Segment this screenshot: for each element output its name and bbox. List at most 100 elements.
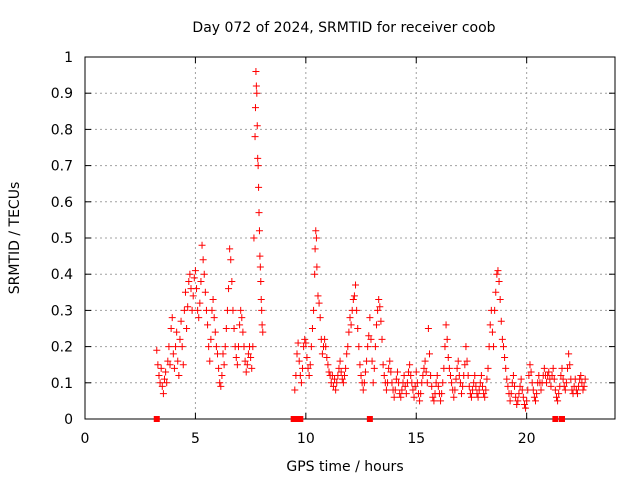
data-point: [312, 227, 320, 235]
chart-title: Day 072 of 2024, SRMTID for receiver coo…: [192, 20, 495, 36]
data-point: [166, 361, 174, 369]
data-point: [400, 372, 408, 380]
data-point: [256, 263, 264, 271]
data-point: [423, 379, 431, 387]
data-point: [256, 252, 264, 260]
data-point: [201, 288, 209, 296]
data-point: [230, 325, 238, 332]
data-point: [506, 397, 514, 405]
data-point: [318, 350, 326, 358]
data-point: [396, 390, 404, 398]
data-point: [311, 245, 319, 253]
data-point: [401, 382, 409, 390]
data-point: [257, 296, 265, 304]
data-point: [565, 350, 573, 358]
data-point: [189, 292, 197, 300]
x-tick-label: 5: [191, 431, 200, 447]
data-point: [258, 306, 266, 314]
data-point: [165, 343, 173, 351]
data-point: [507, 390, 515, 398]
data-point: [392, 375, 400, 383]
data-point: [433, 372, 441, 380]
data-point: [314, 292, 322, 300]
data-point: [382, 386, 390, 394]
data-point: [494, 267, 502, 275]
data-point: [172, 343, 180, 351]
data-point: [162, 368, 170, 376]
data-point: [209, 296, 217, 304]
data-point: [301, 335, 309, 343]
data-point: [454, 357, 462, 365]
data-point: [159, 390, 167, 398]
data-point: [178, 343, 186, 351]
gap-marker: [366, 416, 373, 422]
data-point: [405, 368, 413, 376]
data-point: [354, 325, 362, 332]
data-point: [376, 303, 384, 311]
data-point: [448, 379, 456, 387]
data-point: [369, 379, 377, 387]
data-point: [495, 277, 503, 285]
data-point: [218, 372, 226, 380]
data-point: [293, 350, 301, 358]
data-point: [173, 328, 181, 336]
data-point: [311, 270, 319, 278]
data-point: [434, 382, 442, 390]
data-point: [579, 386, 587, 394]
data-point: [479, 382, 486, 390]
data-point: [550, 375, 558, 383]
data-point: [420, 364, 428, 372]
data-point: [398, 386, 406, 394]
data-point: [475, 386, 483, 394]
data-point: [212, 343, 220, 351]
data-point: [543, 379, 551, 387]
data-point: [406, 361, 414, 369]
data-point: [195, 314, 203, 322]
data-point: [332, 386, 340, 394]
data-point: [581, 375, 589, 383]
data-point: [239, 328, 247, 336]
data-point: [294, 339, 302, 347]
data-point: [527, 368, 535, 376]
data-point: [461, 361, 469, 369]
data-point: [562, 379, 570, 387]
data-point: [472, 382, 480, 390]
data-point: [519, 393, 527, 401]
data-point: [391, 386, 399, 394]
data-point: [350, 292, 358, 300]
data-point: [559, 375, 567, 383]
data-point: [547, 382, 555, 390]
data-point: [211, 328, 219, 336]
data-point: [509, 372, 517, 380]
x-tick-label: 10: [297, 431, 315, 447]
data-point: [158, 382, 166, 390]
data-point: [432, 379, 440, 387]
data-point: [459, 382, 467, 390]
x-tick-labels: 0 5 10 15 20: [81, 431, 536, 447]
y-tick-label: 0.9: [51, 86, 73, 102]
data-point: [197, 277, 205, 285]
data-point: [161, 375, 168, 383]
data-point: [296, 372, 304, 380]
data-point: [499, 343, 507, 351]
data-point: [247, 353, 255, 361]
data-point: [222, 325, 230, 332]
data-point: [179, 361, 187, 369]
data-point: [463, 357, 471, 365]
data-point: [220, 361, 228, 369]
data-point: [410, 393, 418, 401]
data-point: [333, 379, 341, 387]
data-point: [375, 296, 383, 304]
data-point: [438, 390, 446, 398]
data-point: [501, 353, 509, 361]
data-point: [526, 361, 534, 369]
data-point: [291, 386, 299, 394]
data-point: [342, 364, 350, 372]
data-point: [476, 379, 484, 387]
data-point: [164, 357, 172, 365]
data-point: [371, 343, 379, 351]
gap-marker: [153, 416, 160, 422]
data-point: [325, 368, 333, 376]
data-point: [229, 306, 237, 314]
data-point: [504, 382, 512, 390]
